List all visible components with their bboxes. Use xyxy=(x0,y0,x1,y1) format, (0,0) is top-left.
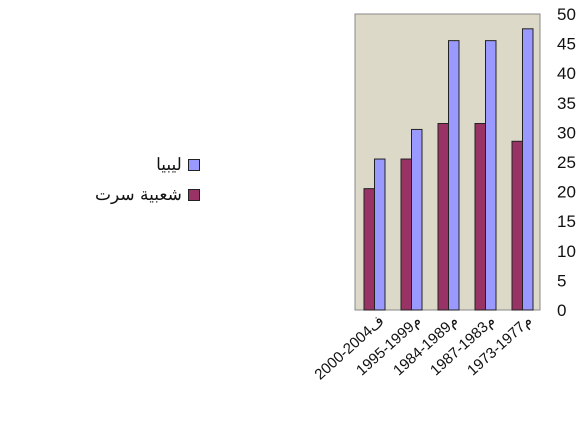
y-tick-label: 30 xyxy=(557,123,576,142)
y-tick-label: 25 xyxy=(557,153,576,172)
bar-sirte-4 xyxy=(511,140,523,311)
y-tick-label: 45 xyxy=(557,35,576,54)
y-tick-label: 0 xyxy=(557,301,566,320)
y-tick-label: 5 xyxy=(557,271,566,290)
y-axis-tick-labels: 0 5 10 15 20 25 30 35 40 45 50 xyxy=(557,5,576,320)
legend-label-libya: ليبيا xyxy=(156,155,182,175)
legend: ليبيا شعبية سرت xyxy=(95,150,200,210)
bar-sirte-0 xyxy=(363,188,375,311)
legend-item-sirte: شعبية سرت xyxy=(95,180,200,210)
x-axis-tick-labels: 2000-2004ف1995-1999م1984-1989م1987-1983م… xyxy=(311,312,535,383)
bar-libya-2 xyxy=(448,40,460,311)
bar-sirte-3 xyxy=(474,123,486,311)
y-tick-label: 10 xyxy=(557,242,576,261)
y-tick-label: 35 xyxy=(557,94,576,113)
bars xyxy=(363,28,534,311)
legend-label-sirte: شعبية سرت xyxy=(95,185,182,205)
legend-item-libya: ليبيا xyxy=(95,150,200,180)
legend-swatch-libya xyxy=(187,159,200,171)
bar-sirte-2 xyxy=(437,123,449,311)
bar-sirte-1 xyxy=(400,158,412,311)
bar-libya-0 xyxy=(374,158,386,311)
y-tick-label: 40 xyxy=(557,64,576,83)
y-tick-label: 50 xyxy=(557,5,576,24)
y-tick-label: 20 xyxy=(557,183,576,202)
y-tick-label: 15 xyxy=(557,212,576,231)
bar-libya-1 xyxy=(411,128,423,311)
bar-libya-4 xyxy=(522,28,534,311)
legend-swatch-sirte xyxy=(187,189,200,201)
bar-libya-3 xyxy=(485,40,497,311)
